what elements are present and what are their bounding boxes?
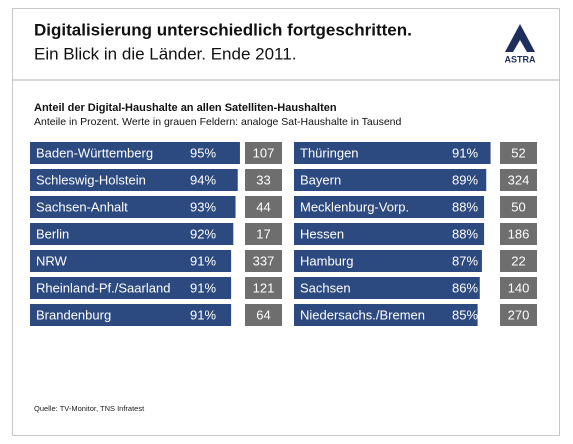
bar [294,223,485,245]
caption-title: Anteil der Digital-Haushalte an allen Sa… [34,102,337,114]
value-label: 94% [190,172,216,187]
analog-box [500,142,537,164]
value-label: 95% [190,145,216,160]
logo-mark [505,24,535,52]
analog-value: 64 [256,307,270,322]
analog-value: 121 [253,280,275,295]
analog-value: 107 [253,145,275,160]
category-label: Rheinland-Pf./Saarland [36,280,170,295]
analog-value: 337 [253,253,275,268]
analog-value: 270 [508,307,530,322]
category-label: Hamburg [300,253,353,268]
bar [294,250,482,272]
analog-box [500,250,537,272]
value-label: 87% [452,253,478,268]
bar [30,304,232,326]
analog-box [245,223,282,245]
value-label: 88% [452,226,478,241]
category-label: NRW [36,253,68,268]
category-label: Schleswig-Holstein [36,172,146,187]
category-label: Berlin [36,226,69,241]
analog-value: 50 [511,199,525,214]
logo: ASTRA [505,54,536,64]
bar [30,196,236,218]
subtitle: Ein Blick in die Länder. Ende 2011. [34,44,296,63]
analog-box [245,304,282,326]
analog-box [245,169,282,191]
analog-value: 33 [256,172,270,187]
title: Digitalisierung unterschiedlich fortgesc… [34,20,412,39]
analog-value: 186 [508,226,530,241]
analog-box [245,277,282,299]
value-label: 88% [452,199,478,214]
category-label: Baden-Württemberg [36,145,153,160]
category-label: Bayern [300,172,341,187]
analog-box [245,196,282,218]
analog-value: 52 [511,145,525,160]
bar [30,169,238,191]
bar [294,304,478,326]
bar [30,223,234,245]
bar [30,277,232,299]
caption-note: Anteile in Prozent. Werte in grauen Feld… [34,116,402,128]
analog-value: 22 [511,253,525,268]
category-label: Sachsen [300,280,351,295]
source: Quelle: TV-Monitor, TNS Infratest [34,404,145,413]
value-label: 89% [452,172,478,187]
analog-box [500,304,537,326]
analog-box [500,196,537,218]
analog-box [500,169,537,191]
analog-value: 324 [508,172,530,187]
analog-box [245,142,282,164]
analog-box [245,250,282,272]
value-label: 91% [190,307,216,322]
frame [12,8,560,436]
category-label: Brandenburg [36,307,111,322]
analog-value: 17 [256,226,270,241]
bar [30,250,232,272]
analog-value: 44 [256,199,270,214]
value-label: 85% [452,307,478,322]
category-label: Sachsen-Anhalt [36,199,128,214]
category-label: Thüringen [300,145,359,160]
analog-box [500,277,537,299]
value-label: 86% [452,280,478,295]
bar [294,142,491,164]
category-label: Mecklenburg-Vorp. [300,199,409,214]
bar [294,277,480,299]
analog-value: 140 [508,280,530,295]
analog-box [500,223,537,245]
value-label: 92% [190,226,216,241]
bar [30,142,240,164]
bar [294,196,485,218]
category-label: Niedersachs./Bremen [300,307,425,322]
value-label: 91% [190,253,216,268]
value-label: 93% [190,199,216,214]
value-label: 91% [452,145,478,160]
category-label: Hessen [300,226,344,241]
bar [294,169,487,191]
value-label: 91% [190,280,216,295]
